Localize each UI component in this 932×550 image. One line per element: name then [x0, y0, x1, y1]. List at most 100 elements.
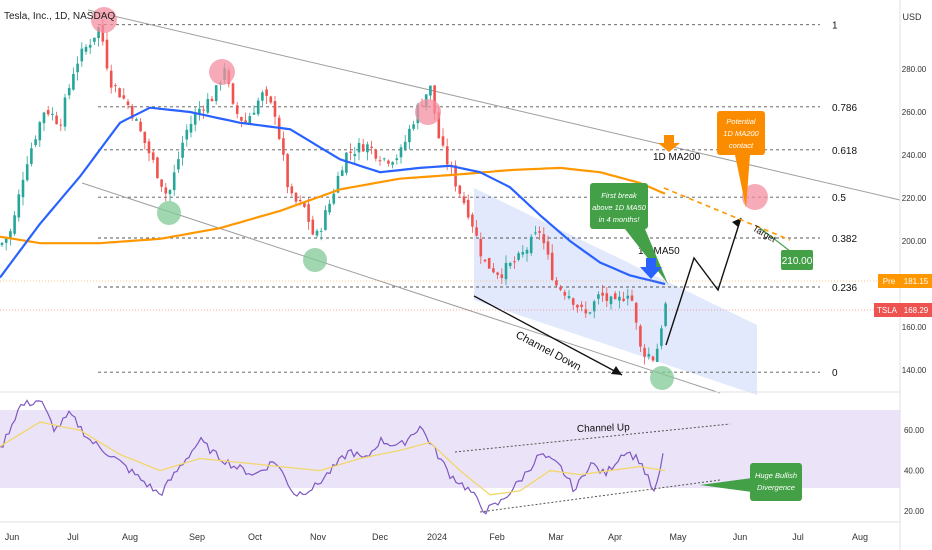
target-circle — [742, 184, 768, 210]
candle-body — [403, 141, 407, 149]
candle-body — [30, 148, 33, 164]
candle-body — [542, 234, 546, 244]
candle-body — [584, 309, 588, 314]
ma50-line — [0, 106, 666, 286]
potential-text-3: contact — [729, 141, 754, 150]
candle-body — [437, 112, 441, 139]
rsi-ma-line — [0, 421, 666, 496]
candle-body — [492, 268, 495, 273]
candle-body — [315, 230, 319, 236]
candle-body — [433, 85, 436, 114]
time-axis-label: Apr — [608, 532, 622, 542]
divergence-text-2: Divergence — [757, 483, 795, 492]
candle-body — [605, 293, 609, 301]
candle-body — [156, 157, 159, 179]
candle-body — [580, 304, 583, 307]
candle-body — [21, 179, 25, 198]
candle-body — [622, 298, 625, 301]
time-axis-label: Nov — [310, 532, 327, 542]
candle-body — [597, 294, 600, 299]
candle-body — [445, 146, 449, 165]
candle-body — [210, 98, 214, 102]
price-tick-label: 160.00 — [902, 323, 927, 332]
time-axis-label: Jun — [5, 532, 20, 542]
upper-trendline — [87, 9, 901, 201]
candle-body — [660, 328, 663, 346]
candle-body — [17, 194, 21, 218]
candle-body — [0, 242, 4, 245]
candle-body — [9, 231, 12, 239]
candle-body — [370, 146, 373, 148]
fib-label: 0 — [832, 368, 838, 379]
candle-body — [147, 141, 151, 154]
bottom-circle-3 — [650, 366, 674, 390]
candle-body — [395, 158, 399, 161]
candle-body — [185, 129, 189, 140]
candle-body — [189, 123, 193, 133]
candle-body — [93, 37, 96, 42]
target-value-box — [781, 250, 813, 270]
rsi-tick-label: 60.00 — [904, 426, 925, 435]
candle-body — [294, 192, 298, 202]
candle-body — [63, 97, 67, 127]
candle-body — [466, 199, 470, 218]
ma200-down-arrow — [658, 135, 680, 152]
candle-body — [231, 83, 235, 104]
potential-callout — [717, 111, 765, 155]
candle-body — [454, 165, 457, 187]
time-axis[interactable]: Jun Jul Aug Sep Oct Nov Dec 2024 Feb Mar Apr May Jun… — [5, 532, 868, 542]
candle-body — [273, 101, 277, 117]
price-tick-label: 220.00 — [902, 194, 927, 203]
channel-down-line — [473, 295, 623, 376]
candle-body — [643, 347, 646, 357]
candle-body — [202, 109, 205, 111]
candle-body — [521, 252, 525, 255]
candle-body — [76, 63, 79, 73]
candle-body — [366, 144, 369, 153]
ticker-value-tag — [900, 303, 932, 317]
divergence-callout — [750, 463, 802, 501]
time-axis-label: Dec — [372, 532, 389, 542]
candle-body — [72, 73, 75, 90]
candle-body — [324, 210, 327, 231]
ma200-label: 1D MA200 — [653, 152, 701, 163]
first-break-callout — [590, 183, 648, 229]
ticker-value: 168.29 — [904, 306, 929, 315]
candle-body — [235, 105, 239, 114]
first-break-text-2: above 1D MA50 — [592, 203, 647, 212]
candle-body — [38, 122, 42, 141]
candle-body — [500, 274, 504, 278]
time-axis-label: Mar — [548, 532, 564, 542]
target-value: 210.00 — [782, 256, 813, 267]
ticker-tag — [874, 303, 900, 317]
rsi-ticks: 60.00 40.00 20.00 — [904, 426, 925, 516]
bottom-circle-1 — [157, 201, 181, 225]
rsi-tick-label: 20.00 — [904, 507, 925, 516]
candle-body — [34, 139, 37, 146]
candle-body — [361, 144, 365, 152]
candle-body — [462, 196, 466, 203]
candle-body — [256, 100, 260, 115]
ticker-tag-label: TSLA — [877, 306, 898, 315]
candle-body — [353, 154, 357, 157]
ma50-label: 1D MA50 — [638, 246, 680, 257]
candle-body — [651, 356, 655, 361]
time-axis-label: Aug — [852, 532, 868, 542]
price-tick-label: 260.00 — [902, 108, 927, 117]
fib-label: 0.786 — [832, 103, 857, 114]
candle-body — [483, 259, 487, 262]
candle-body — [286, 154, 289, 188]
candle-body — [269, 96, 273, 103]
candle-body — [382, 158, 386, 160]
candle-body — [471, 214, 474, 227]
top-circle-3 — [415, 99, 441, 125]
time-axis-label: Jul — [67, 532, 79, 542]
candle-body — [399, 147, 403, 158]
price-tick-label: 240.00 — [902, 151, 927, 160]
time-axis-label: Aug — [122, 532, 138, 542]
candle-body — [634, 302, 638, 323]
candle-body — [609, 296, 613, 305]
candle-body — [84, 46, 88, 52]
candle-body — [172, 172, 176, 191]
